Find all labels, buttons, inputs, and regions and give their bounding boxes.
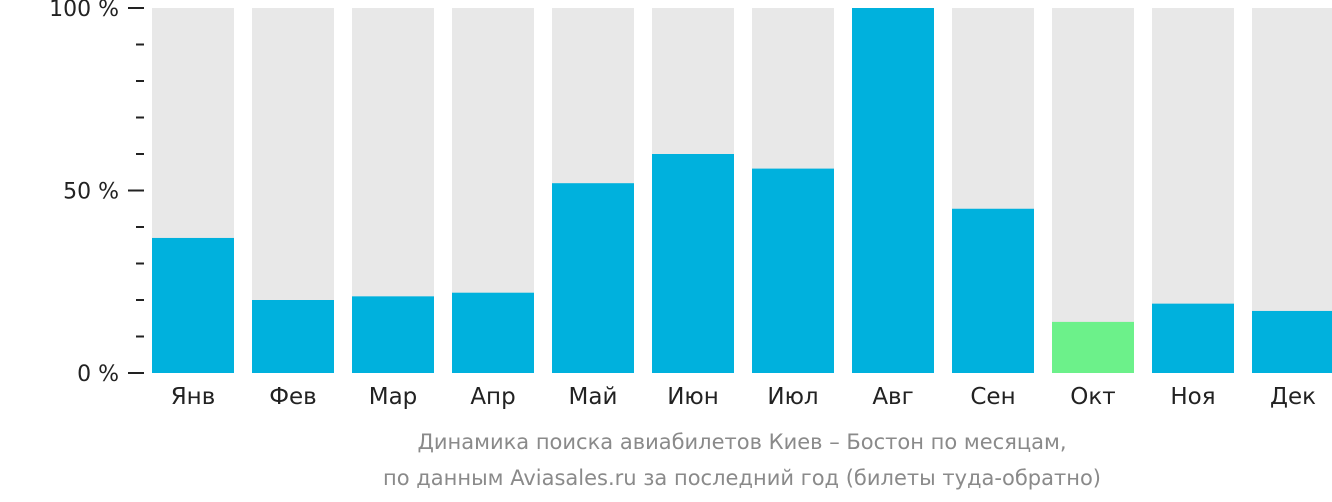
bar-highlighted xyxy=(1052,321,1134,373)
bar xyxy=(552,183,634,373)
chart-caption-line-1: Динамика поиска авиабилетов Киев – Босто… xyxy=(417,430,1067,454)
bar xyxy=(452,292,534,373)
x-axis-labels: Янв Фев Мар Апр Май Июн Июл Авг Сен Окт Ноя Дек xyxy=(171,384,1316,410)
x-tick-label: Янв xyxy=(171,384,216,410)
x-tick-label: Мар xyxy=(369,384,418,410)
x-tick-label: Ноя xyxy=(1170,384,1215,410)
bar xyxy=(152,237,234,373)
x-tick-label: Фев xyxy=(269,384,317,410)
x-tick-label: Дек xyxy=(1270,384,1316,410)
y-tick-label: 100 % xyxy=(49,0,119,22)
x-tick-label: Авг xyxy=(872,384,913,410)
x-tick-label: Апр xyxy=(470,384,515,410)
bar xyxy=(352,296,434,373)
bar xyxy=(752,168,834,373)
bar xyxy=(252,300,334,373)
chart-caption-line-2: по данным Aviasales.ru за последний год … xyxy=(383,466,1101,490)
x-tick-label: Сен xyxy=(970,384,1015,410)
bar xyxy=(952,208,1034,373)
y-tick-label: 50 % xyxy=(63,180,119,205)
x-tick-label: Июн xyxy=(667,384,719,410)
x-tick-label: Май xyxy=(569,384,618,410)
y-tick-label: 0 % xyxy=(77,362,119,387)
bars xyxy=(152,8,1332,373)
x-tick-label: Июл xyxy=(767,384,818,410)
bar xyxy=(1152,303,1234,373)
bar xyxy=(852,8,934,373)
bar xyxy=(1252,310,1332,373)
bar xyxy=(652,154,734,373)
y-axis: 0 % 50 % 100 % xyxy=(49,0,144,387)
bar-background xyxy=(1052,8,1134,373)
x-tick-label: Окт xyxy=(1070,384,1115,410)
bar-chart: 0 % 50 % 100 % Янв Фев Мар Апр Май Июн Июл Авг Сен… xyxy=(49,0,1332,410)
